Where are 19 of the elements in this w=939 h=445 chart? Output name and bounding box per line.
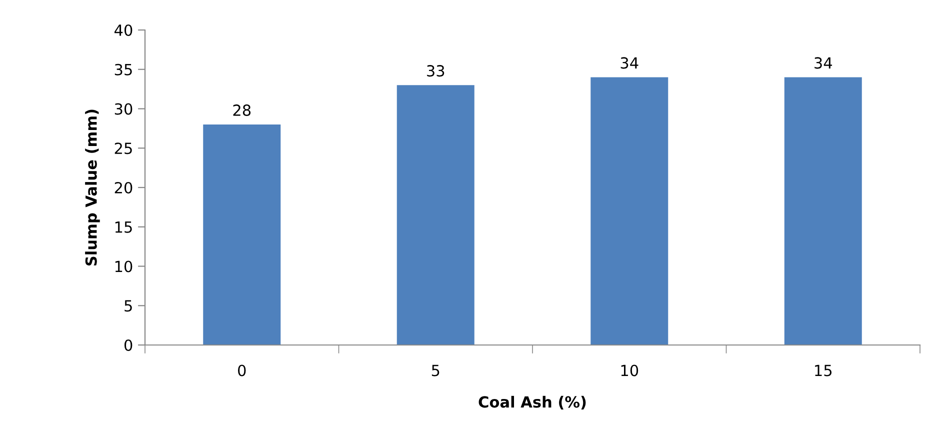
y-tick-label: 20 [114, 182, 132, 194]
y-tick-label: 25 [114, 142, 132, 154]
x-tick-label: 10 [621, 364, 638, 376]
x-axis-title: Coal Ash (%) [478, 396, 586, 410]
y-tick-label: 5 [124, 300, 132, 312]
data-label: 34 [814, 57, 832, 69]
data-label: 28 [233, 104, 251, 116]
y-tick-label: 0 [124, 339, 132, 352]
y-tick-label: 30 [114, 103, 132, 115]
y-axis-title: Slump Value (mm) [85, 110, 100, 266]
data-label: 34 [620, 57, 638, 69]
data-label: 33 [427, 65, 444, 77]
y-tick-label: 15 [115, 222, 132, 233]
x-tick-label: 0 [238, 364, 246, 376]
y-tick-label: 10 [115, 260, 132, 272]
y-tick-label: 35 [114, 64, 132, 76]
x-tick-label: 5 [432, 364, 440, 376]
y-tick-label: 40 [114, 24, 132, 36]
x-tick-label: 15 [815, 364, 832, 376]
